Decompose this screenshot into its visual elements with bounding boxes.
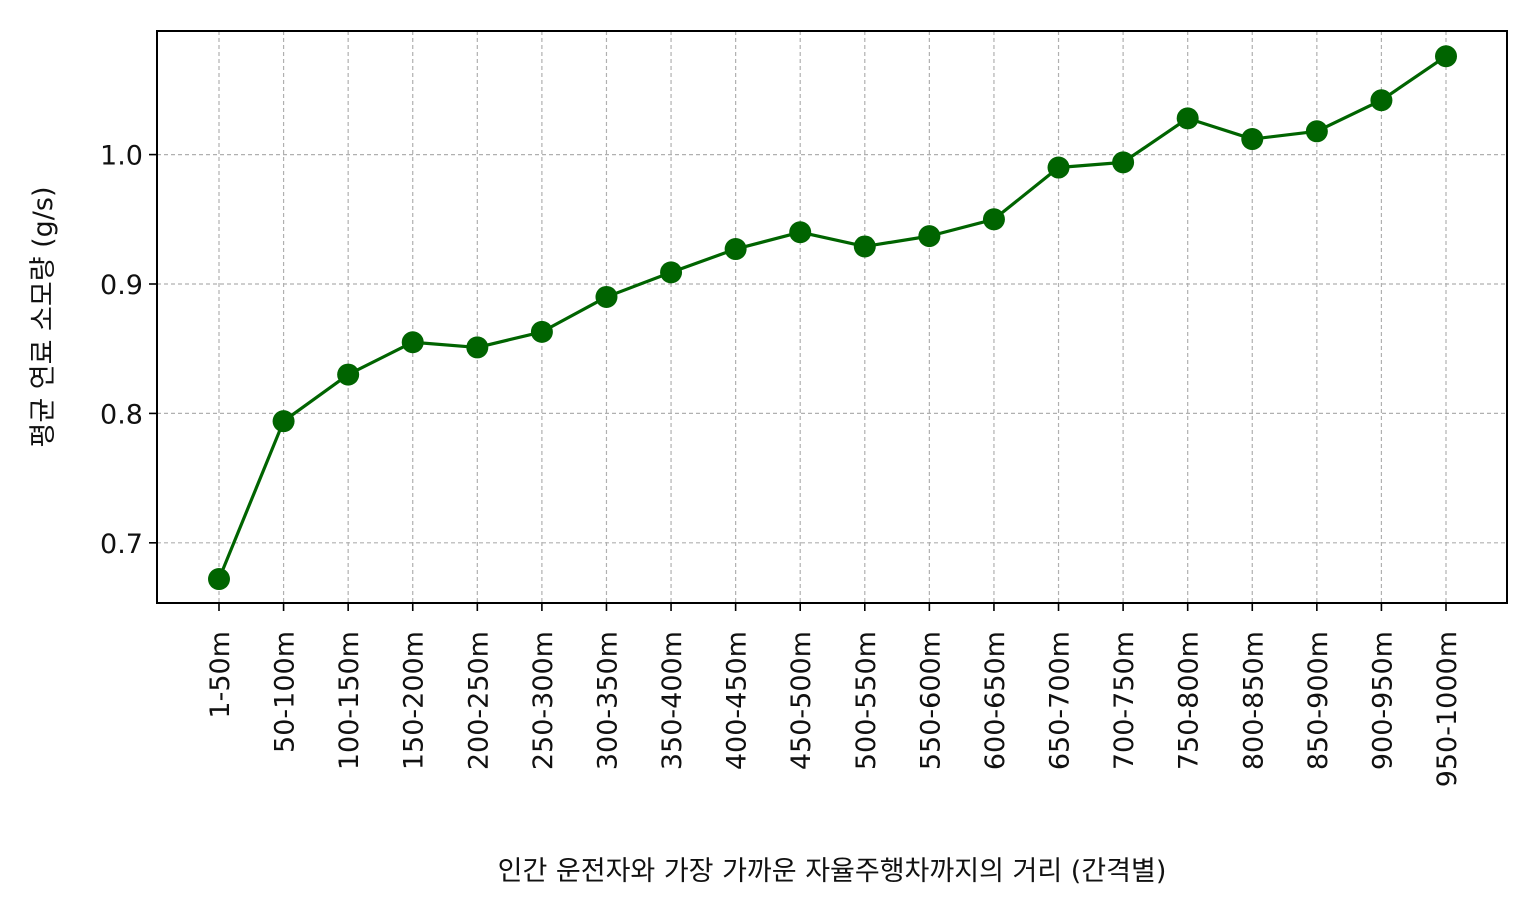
y-tick-label: 0.7 [100,529,143,560]
series-fuel-consumption [208,45,1457,591]
data-point [1435,45,1457,68]
data-point [1305,120,1328,143]
data-point [1176,107,1199,130]
x-tick-label: 400-450m [722,631,753,770]
x-tick-label: 50-100m [270,631,301,753]
data-point [918,225,941,248]
x-axis-ticks: 1-50m 50-100m 100-150m 150-200m 200-250m 250-… [205,603,1463,787]
x-tick-label: 350-400m [657,631,688,770]
data-point [1370,89,1393,112]
x-tick-label: 200-250m [463,631,494,770]
data-point [1241,128,1264,151]
y-axis-label: 평균 연료 소모량 (g/s) [28,187,59,448]
x-tick-label: 1-50m [205,631,236,719]
data-point [208,568,230,591]
x-tick-label: 500-550m [851,631,882,770]
x-tick-label: 650-700m [1045,631,1076,770]
x-tick-label: 850-900m [1303,631,1334,770]
x-tick-label: 150-200m [399,631,430,770]
x-tick-label: 750-800m [1174,631,1205,770]
x-tick-label: 900-950m [1367,631,1398,770]
x-tick-label: 250-300m [528,631,559,770]
x-tick-label: 100-150m [334,631,365,770]
data-point [1047,156,1070,179]
data-point [337,363,360,386]
data-point [982,208,1005,231]
data-point [466,336,489,359]
data-point [724,238,747,261]
data-point [530,320,553,343]
data-point [1112,151,1135,174]
x-tick-label: 950-1000m [1432,631,1463,787]
y-tick-label: 0.8 [100,399,143,430]
x-tick-label: 700-750m [1109,631,1140,770]
data-point [272,410,295,433]
data-point [660,261,683,284]
x-tick-label: 800-850m [1238,631,1269,770]
data-point [789,221,812,244]
y-tick-label: 1.0 [100,141,143,172]
data-point [853,235,876,258]
data-point [595,285,618,308]
y-axis-ticks: 0.7 0.8 0.9 1.0 [100,141,157,560]
x-tick-label: 550-600m [915,631,946,770]
y-tick-label: 0.9 [100,270,143,301]
x-tick-label: 450-500m [786,631,817,770]
data-point [401,331,424,354]
x-tick-label: 600-650m [980,631,1011,770]
plot-frame [156,30,1508,604]
x-axis-label: 인간 운전자와 가장 가까운 자율주행차까지의 거리 (간격별) [498,856,1167,887]
x-tick-label: 300-350m [592,631,623,770]
grid-lines [157,31,1507,603]
